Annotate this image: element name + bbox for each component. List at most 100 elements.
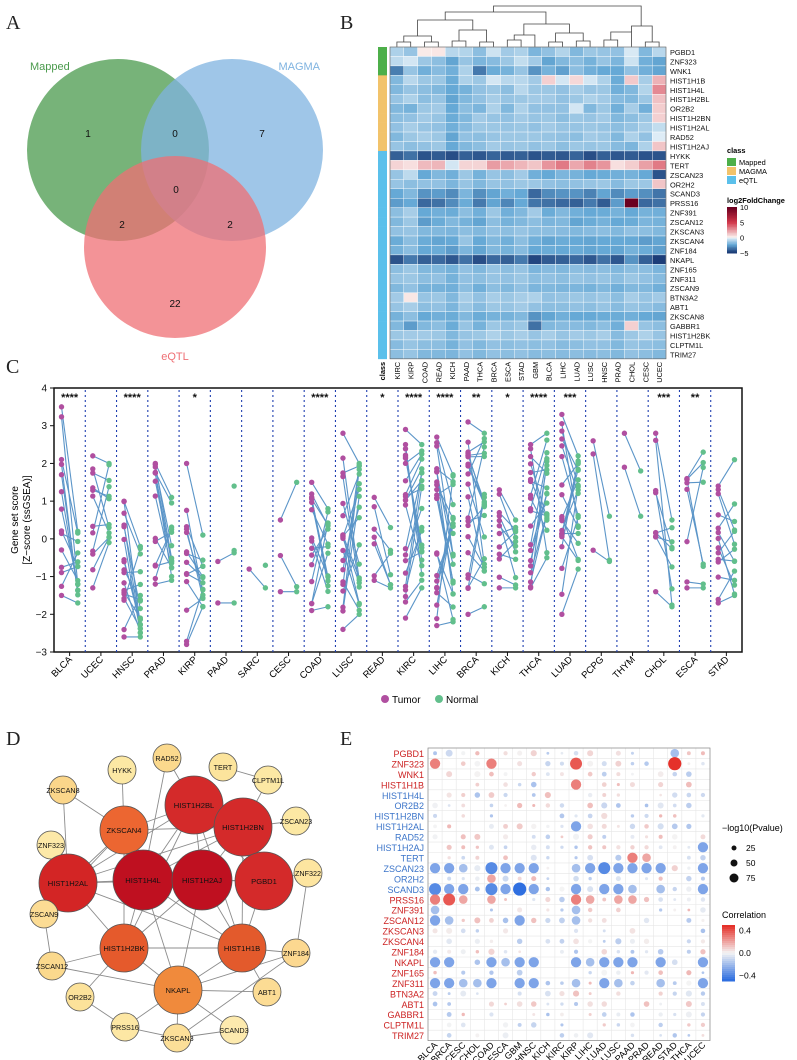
correlation-dot [560, 845, 564, 849]
tumor-point [715, 483, 721, 489]
heatmap-cell [638, 235, 653, 246]
correlation-dot [616, 845, 621, 850]
heatmap-cell [610, 207, 625, 218]
tumor-point [715, 535, 721, 542]
correlation-dot [700, 991, 706, 996]
heatmap-cell [403, 197, 418, 208]
correlation-dot [655, 957, 666, 968]
normal-point [575, 556, 581, 563]
heatmap-cell [527, 65, 543, 76]
heatmap-cell [596, 141, 612, 152]
class-bar-cell [378, 150, 387, 161]
normal-point [75, 559, 81, 565]
tumor-point [559, 428, 565, 434]
pair-line [61, 532, 79, 542]
tumor-point [90, 530, 96, 536]
normal-point [200, 587, 206, 593]
heatmap-cell [403, 292, 418, 303]
heatmap-cell [624, 349, 639, 360]
row-label: HIST1H1B [381, 780, 424, 790]
heatmap-cell [444, 226, 460, 237]
normal-point [106, 524, 112, 531]
heatmap-cell [458, 245, 474, 256]
heatmap-cell [417, 226, 432, 237]
network-edge [67, 882, 243, 949]
heatmap-row-label: ZNF311 [670, 275, 696, 284]
correlation-dot [616, 783, 620, 787]
heatmap-cell [444, 330, 460, 341]
heatmap-cell [472, 207, 487, 218]
heatmap-cell [624, 46, 639, 57]
tumor-point [277, 588, 284, 595]
pair-line [311, 497, 329, 586]
correlation-dot [687, 845, 691, 849]
correlation-dot [502, 834, 509, 840]
heatmap-cell [417, 56, 432, 67]
heatmap-cell [500, 75, 515, 85]
correlation-dot [700, 1012, 706, 1017]
heatmap-cell [431, 131, 446, 142]
pair-line [717, 548, 735, 563]
correlation-dot [503, 845, 508, 850]
heatmap-row-label: ZNF184 [670, 246, 697, 255]
heatmap-cell [624, 216, 639, 227]
normal-point [637, 513, 644, 519]
correlation-dot [601, 802, 608, 809]
heatmap-cell [472, 179, 487, 189]
tumor-point [465, 452, 471, 459]
correlation-dot [443, 893, 456, 906]
heatmap-cell [569, 169, 584, 180]
heatmap-cell [582, 75, 598, 85]
normal-point [731, 591, 738, 597]
correlation-dot [686, 771, 692, 777]
heatmap-cell [403, 131, 418, 142]
class-bar-cell [378, 217, 387, 227]
normal-point [137, 630, 144, 636]
heatmap-col-label: ESCA [503, 362, 512, 382]
heatmap-cell [458, 94, 474, 104]
heatmap-cell [541, 112, 556, 123]
correlation-dot [570, 957, 582, 968]
heatmap-cell [458, 75, 474, 85]
dendrogram-branch [631, 25, 653, 42]
correlation-dot [658, 970, 663, 975]
heatmap-cell [486, 349, 501, 360]
correlation-dot [613, 863, 624, 874]
correlation-dot [532, 897, 536, 902]
heatmap-cell [389, 197, 405, 208]
pair-line [655, 433, 673, 521]
tumor-point [58, 472, 65, 478]
pair-line [592, 440, 610, 517]
heatmap-cell [527, 349, 543, 360]
pair-line [717, 489, 736, 531]
normal-point [606, 557, 613, 563]
normal-point [325, 583, 331, 589]
tumor-point [121, 634, 127, 640]
correlation-dot [474, 917, 481, 924]
tumor-point [58, 461, 65, 468]
significance-mark: * [193, 392, 198, 404]
heatmap-cell [638, 330, 653, 341]
legend-class-title: class [727, 146, 746, 155]
heatmap-cell [610, 103, 625, 114]
row-label: ZNF184 [391, 948, 424, 958]
correlation-dot [587, 834, 593, 840]
correlation-dot [572, 990, 580, 997]
heatmap-cell [417, 84, 432, 95]
heatmap-cell [624, 131, 639, 142]
pair-line [124, 571, 141, 574]
pair-line [498, 489, 517, 521]
legend-tumor-marker [381, 695, 389, 703]
correlation-dot [616, 772, 621, 777]
pair-line [686, 481, 704, 484]
correlation-dot [630, 949, 635, 954]
tumor-point [715, 512, 721, 518]
heatmap-cell [389, 150, 405, 161]
heatmap-cell [541, 320, 556, 331]
heatmap-row-label: ABT1 [670, 303, 688, 312]
correlation-dot [658, 814, 663, 818]
size-legend-dot [731, 845, 737, 851]
correlation-dot [503, 823, 508, 829]
correlation-dot [687, 1034, 691, 1037]
heatmap-cell [389, 122, 405, 133]
